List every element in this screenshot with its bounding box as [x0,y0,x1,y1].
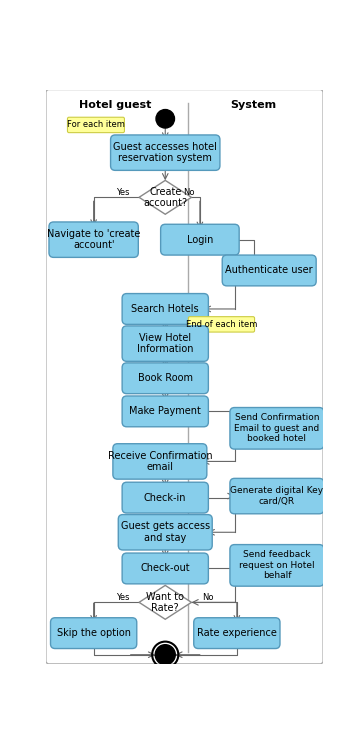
Text: Login: Login [187,235,213,245]
FancyBboxPatch shape [122,363,208,394]
FancyBboxPatch shape [49,222,138,257]
FancyBboxPatch shape [222,255,316,286]
FancyBboxPatch shape [188,316,255,332]
Text: Send Confirmation
Email to guest and
booked hotel: Send Confirmation Email to guest and boo… [234,413,320,443]
Polygon shape [139,181,192,214]
FancyBboxPatch shape [161,225,239,255]
Text: Yes: Yes [116,593,130,602]
Text: Guest gets access
and stay: Guest gets access and stay [121,521,210,543]
FancyBboxPatch shape [230,407,324,449]
Text: Navigate to 'create
account': Navigate to 'create account' [47,229,140,251]
Text: No: No [202,593,213,602]
Text: View Hotel
Information: View Hotel Information [137,333,194,354]
Text: Check-out: Check-out [140,563,190,574]
FancyBboxPatch shape [194,618,280,648]
FancyBboxPatch shape [118,515,212,550]
Text: Generate digital Key
card/QR: Generate digital Key card/QR [230,486,324,506]
Text: End of each item: End of each item [186,320,257,329]
Text: For each item: For each item [67,120,125,130]
Polygon shape [139,586,192,619]
Text: Send feedback
request on Hotel
behalf: Send feedback request on Hotel behalf [239,551,315,580]
FancyBboxPatch shape [230,545,324,586]
FancyBboxPatch shape [122,396,208,427]
Text: Create
account?: Create account? [143,186,187,208]
Text: Make Payment: Make Payment [129,407,201,416]
Text: Guest accesses hotel
reservation system: Guest accesses hotel reservation system [113,142,217,163]
FancyBboxPatch shape [113,444,207,479]
Text: Authenticate user: Authenticate user [225,266,313,275]
Text: Rate experience: Rate experience [197,628,277,638]
Text: Yes: Yes [116,188,130,197]
FancyBboxPatch shape [46,90,323,664]
FancyBboxPatch shape [111,135,220,170]
Text: Want to
Rate?: Want to Rate? [146,592,184,613]
Circle shape [156,110,175,128]
FancyBboxPatch shape [122,326,208,361]
Text: Check-in: Check-in [144,492,186,503]
FancyBboxPatch shape [67,117,125,133]
Text: Receive Confirmation
email: Receive Confirmation email [108,451,212,472]
Text: Skip the option: Skip the option [57,628,131,638]
Text: No: No [183,188,195,197]
FancyBboxPatch shape [122,482,208,513]
Text: Hotel guest: Hotel guest [79,100,152,110]
Text: System: System [231,100,277,110]
Circle shape [155,645,175,665]
FancyBboxPatch shape [230,478,324,514]
Text: Search Hotels: Search Hotels [131,304,199,314]
Text: Book Room: Book Room [138,373,193,383]
FancyBboxPatch shape [122,553,208,584]
FancyBboxPatch shape [50,618,137,648]
FancyBboxPatch shape [122,294,208,325]
